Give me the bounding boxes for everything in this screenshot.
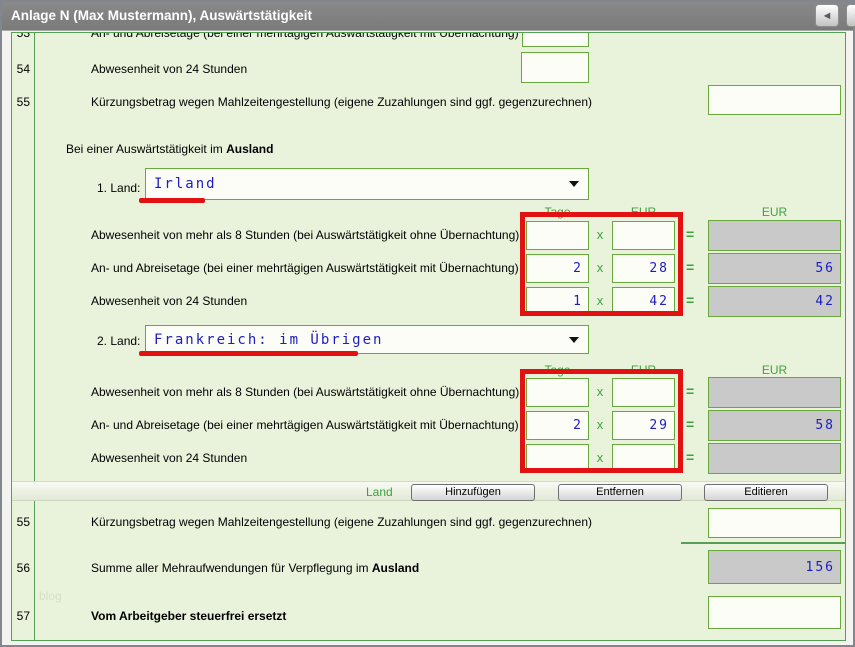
row-number-53: 53 xyxy=(16,32,30,40)
row-56-label: Summe aller Mehraufwendungen für Verpfle… xyxy=(91,561,420,575)
dropdown-arrow-icon xyxy=(569,336,579,343)
nav-back-button[interactable]: ◄ xyxy=(815,4,839,27)
eur-rate-input[interactable] xyxy=(612,378,675,407)
edit-country-button[interactable]: Editieren xyxy=(704,484,828,501)
tage-input[interactable] xyxy=(526,221,589,250)
col-header-result-eur: EUR xyxy=(761,363,788,377)
nav-forward-button[interactable]: ◄ xyxy=(846,4,855,27)
country-1-label: 1. Land: xyxy=(97,181,141,195)
equals-sign: = xyxy=(686,226,695,242)
country-2-label: 2. Land: xyxy=(97,334,141,348)
col-header-eur: EUR xyxy=(630,363,657,377)
deduction-row-label: Abwesenheit von 24 Stunden xyxy=(91,294,248,308)
land-list-label: Land xyxy=(366,485,393,499)
deduction-row-label: Abwesenheit von mehr als 8 Stunden (bei … xyxy=(91,228,520,242)
col-header-tage: Tage xyxy=(544,205,571,219)
eur-rate-input[interactable]: 29 xyxy=(612,411,675,440)
eur-rate-input[interactable]: 28 xyxy=(612,254,675,283)
sum-divider-line xyxy=(681,542,845,544)
dropdown-arrow-icon xyxy=(569,181,579,187)
deduction-row-label: An- und Abreisetage (bei einer mehrtägig… xyxy=(91,261,519,275)
result-field xyxy=(708,443,841,474)
form-panel: 53 An- und Abreisetage (bei einer mehrtä… xyxy=(11,32,846,641)
equals-sign: = xyxy=(686,383,695,399)
section-heading: Bei einer Auswärtstätigkeit im Ausland xyxy=(66,142,274,156)
deduction-row-label: Abwesenheit von 24 Stunden xyxy=(91,451,248,465)
tage-input[interactable]: 1 xyxy=(526,287,589,316)
eur-rate-input[interactable]: 42 xyxy=(612,287,675,316)
row-number-divider xyxy=(34,33,35,640)
forward-arrow-icon: ◄ xyxy=(853,10,855,22)
deduction-row-label: Abwesenheit von mehr als 8 Stunden (bei … xyxy=(91,385,520,399)
multiply-sign: x xyxy=(596,227,604,242)
row-55b-input[interactable] xyxy=(708,508,841,538)
row-number-55b: 55 xyxy=(16,515,30,529)
back-arrow-icon: ◄ xyxy=(821,9,833,22)
row-55-label: Kürzungsbetrag wegen Mahlzeitengestellun… xyxy=(91,95,593,109)
row-53-input[interactable] xyxy=(522,33,589,47)
country-2-selected-value: Frankreich: im Übrigen xyxy=(154,331,384,348)
deduction-row-label: An- und Abreisetage (bei einer mehrtägig… xyxy=(91,418,519,432)
result-field xyxy=(708,220,841,251)
row-number-56: 56 xyxy=(16,561,30,575)
country-2-dropdown[interactable]: Frankreich: im Übrigen xyxy=(145,325,589,354)
row-number-54: 54 xyxy=(16,62,30,76)
tage-input[interactable] xyxy=(526,444,589,473)
result-field: 42 xyxy=(708,286,841,317)
multiply-sign: x xyxy=(596,417,604,432)
row-54-input[interactable] xyxy=(521,52,589,83)
result-field: 56 xyxy=(708,253,841,284)
remove-country-button[interactable]: Entfernen xyxy=(558,484,682,501)
multiply-sign: x xyxy=(596,293,604,308)
tage-input[interactable]: 2 xyxy=(526,411,589,440)
multiply-sign: x xyxy=(596,384,604,399)
multiply-sign: x xyxy=(596,260,604,275)
col-header-tage: Tage xyxy=(544,363,571,377)
equals-sign: = xyxy=(686,449,695,465)
col-header-result-eur: EUR xyxy=(761,205,788,219)
row-57-input[interactable] xyxy=(708,596,841,629)
window-title: Anlage N (Max Mustermann), Auswärtstätig… xyxy=(11,8,313,23)
row-54-label: Abwesenheit von 24 Stunden xyxy=(91,62,248,76)
equals-sign: = xyxy=(686,259,695,275)
row-57-label: Vom Arbeitgeber steuerfrei ersetzt xyxy=(91,609,287,623)
country-1-dropdown[interactable]: Irland xyxy=(145,168,589,200)
row-53-label: An- und Abreisetage (bei einer mehrtägig… xyxy=(91,32,519,40)
equals-sign: = xyxy=(686,416,695,432)
col-header-eur: EUR xyxy=(630,205,657,219)
eur-rate-input[interactable] xyxy=(612,444,675,473)
watermark-text: blog xyxy=(39,589,62,603)
country-1-selected-value: Irland xyxy=(154,176,217,192)
multiply-sign: x xyxy=(596,450,604,465)
tage-input[interactable] xyxy=(526,378,589,407)
sum-result-field: 156 xyxy=(708,550,841,584)
row-55b-label: Kürzungsbetrag wegen Mahlzeitengestellun… xyxy=(91,515,593,529)
row-number-55: 55 xyxy=(16,95,30,109)
eur-rate-input[interactable] xyxy=(612,221,675,250)
result-field: 58 xyxy=(708,410,841,441)
result-field xyxy=(708,377,841,408)
row-55-input[interactable] xyxy=(708,85,841,115)
add-country-button[interactable]: Hinzufügen xyxy=(411,484,535,501)
equals-sign: = xyxy=(686,292,695,308)
title-bar: Anlage N (Max Mustermann), Auswärtstätig… xyxy=(2,2,853,31)
tage-input[interactable]: 2 xyxy=(526,254,589,283)
row-number-57: 57 xyxy=(16,609,30,623)
